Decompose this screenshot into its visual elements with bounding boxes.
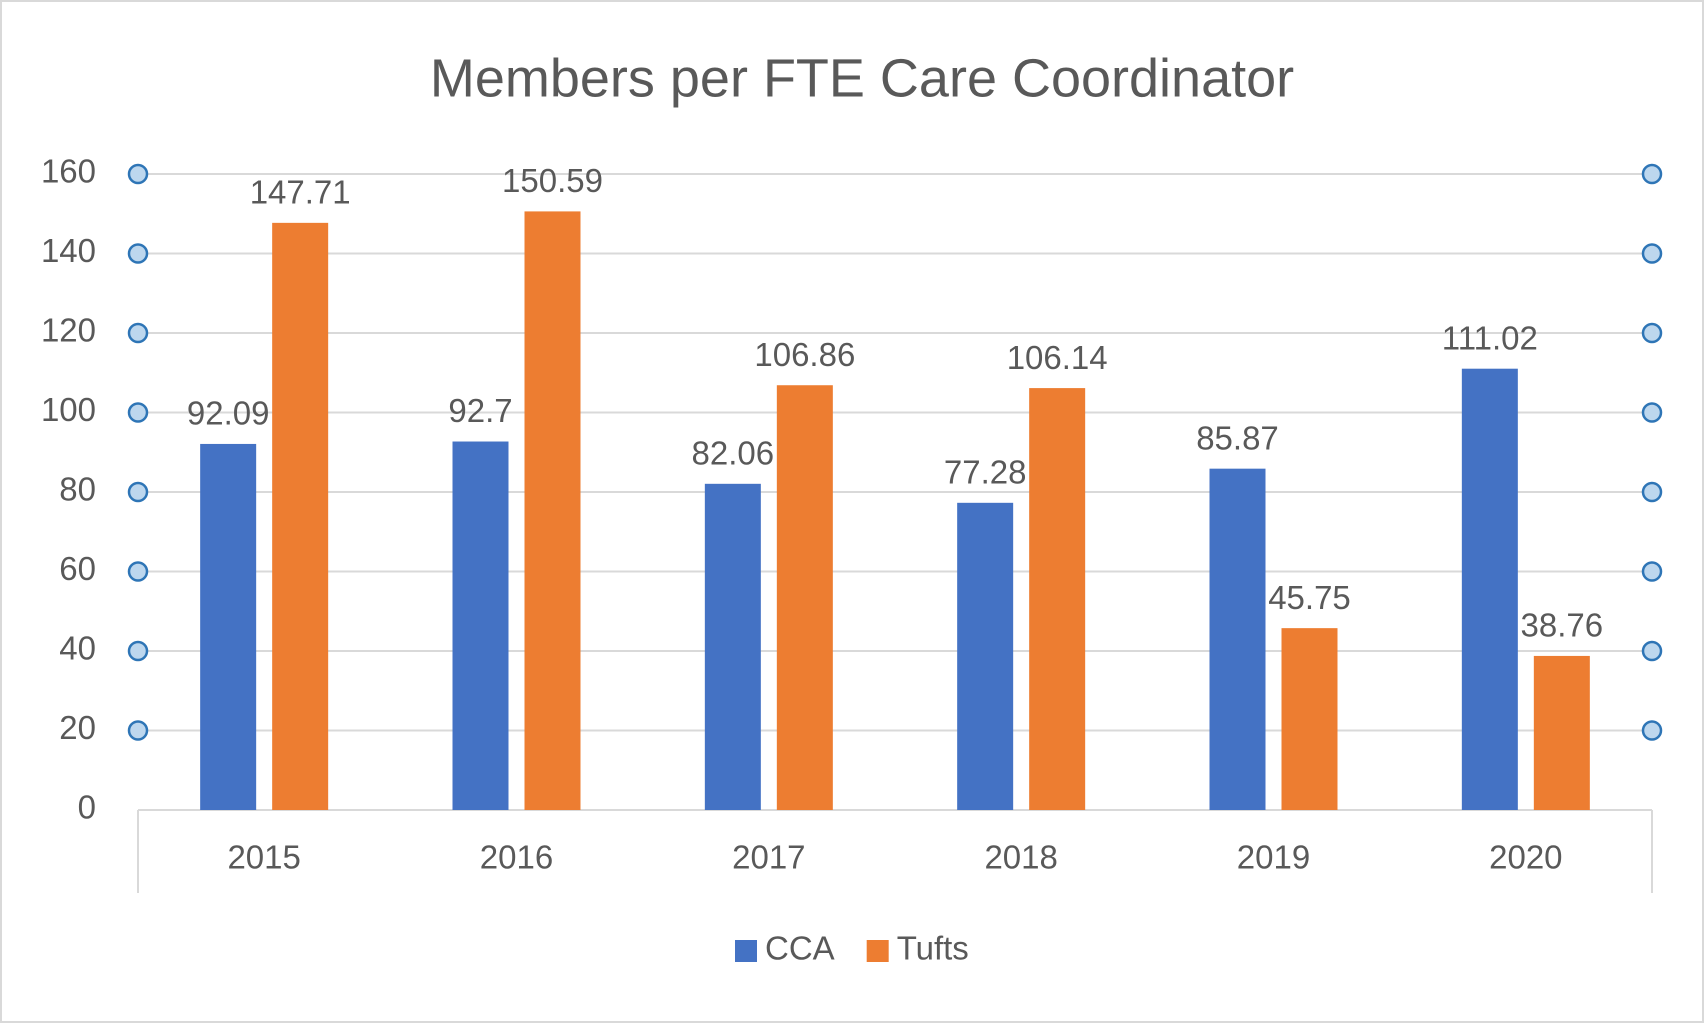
data-label: 106.86 [754, 336, 855, 373]
x-tick-label: 2017 [732, 839, 805, 876]
y-tick-label: 160 [41, 153, 96, 190]
bar [957, 502, 1014, 810]
data-label: 147.71 [250, 174, 351, 211]
bar [1281, 628, 1338, 810]
legend-label: Tufts [897, 930, 969, 967]
legend-label: CCA [765, 930, 835, 967]
y-tick-label: 100 [41, 391, 96, 428]
bar [1533, 655, 1590, 810]
bar [200, 443, 257, 810]
y-tick-label: 0 [78, 789, 96, 826]
legend-swatch [735, 940, 757, 962]
selection-handle [1641, 640, 1663, 662]
selection-handle [127, 322, 149, 344]
y-tick-label: 80 [59, 471, 96, 508]
data-label: 77.28 [944, 454, 1027, 491]
bar [272, 222, 329, 810]
selection-handle [1641, 561, 1663, 582]
data-label: 38.76 [1521, 607, 1604, 644]
selection-handle [1641, 720, 1663, 741]
selection-handle [127, 402, 149, 423]
data-label: 85.87 [1196, 419, 1279, 456]
selection-handle [1641, 243, 1663, 264]
y-tick-label: 40 [59, 630, 96, 667]
y-tick-label: 120 [41, 312, 96, 349]
x-tick-label: 2018 [984, 839, 1057, 876]
data-label: 45.75 [1268, 579, 1351, 616]
bar [1461, 368, 1518, 810]
y-tick-label: 20 [59, 709, 96, 746]
data-label: 150.59 [502, 162, 603, 199]
x-tick-label: 2015 [227, 839, 300, 876]
bar [776, 385, 833, 810]
selection-handle [1641, 322, 1663, 344]
selection-handle [127, 163, 149, 185]
selection-handle [127, 481, 149, 503]
data-label: 92.09 [187, 395, 270, 432]
chart-title: Members per FTE Care Coordinator [430, 48, 1294, 108]
bar [452, 441, 509, 810]
y-tick-label: 140 [41, 232, 96, 269]
selection-handle [127, 640, 149, 662]
bar [524, 211, 581, 810]
x-tick-label: 2020 [1489, 839, 1562, 876]
selection-handle [1641, 481, 1663, 503]
selection-handle [127, 720, 149, 741]
legend-swatch [866, 940, 889, 962]
selection-handle [1641, 402, 1663, 423]
selection-handle [127, 561, 149, 582]
y-tick-label: 60 [59, 550, 96, 587]
x-tick-label: 2016 [480, 839, 553, 876]
x-tick-label: 2019 [1237, 839, 1310, 876]
selection-handle [1641, 163, 1663, 185]
data-label: 106.14 [1007, 339, 1108, 376]
data-label: 82.06 [692, 435, 775, 472]
data-label: 111.02 [1442, 319, 1538, 356]
data-label: 92.7 [448, 392, 512, 429]
bar [1209, 468, 1266, 810]
bar [1029, 388, 1086, 810]
selection-handle [127, 243, 149, 264]
bar [704, 483, 761, 810]
